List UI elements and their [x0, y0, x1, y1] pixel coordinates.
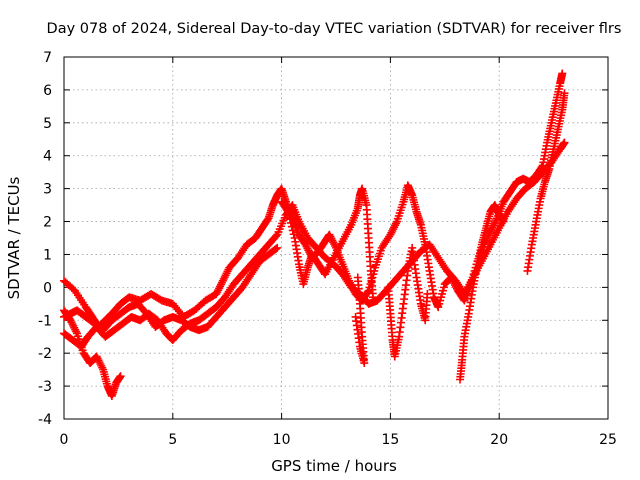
- y-tick-label: 2: [43, 215, 52, 231]
- data-point: [287, 222, 296, 231]
- x-axis-label: GPS time / hours: [271, 457, 397, 475]
- x-tick-label: 5: [168, 432, 177, 448]
- chart-grid: [64, 57, 608, 419]
- y-tick-label: -3: [38, 379, 52, 395]
- y-tick-label: 4: [43, 149, 52, 165]
- x-tick-label: 10: [273, 432, 291, 448]
- data-point: [363, 288, 372, 297]
- x-tick-label: 0: [60, 432, 69, 448]
- data-series-sdtvar: [60, 69, 569, 400]
- x-tick-label: 20: [490, 432, 508, 448]
- data-point: [558, 69, 567, 78]
- data-point: [423, 289, 432, 298]
- data-point: [285, 211, 294, 220]
- data-point: [499, 217, 508, 226]
- chart-title: Day 078 of 2024, Sidereal Day-to-day VTE…: [47, 21, 622, 37]
- data-point: [272, 232, 281, 241]
- data-point: [273, 243, 282, 252]
- data-point: [289, 230, 298, 239]
- data-point: [286, 218, 295, 227]
- data-point: [284, 207, 293, 216]
- y-tick-label: 6: [43, 83, 52, 99]
- x-tick-label: 25: [599, 432, 617, 448]
- y-tick-label: -1: [38, 313, 52, 329]
- y-axis-label: SDTVAR / TECUs: [5, 176, 23, 299]
- data-point: [288, 226, 297, 235]
- data-point: [272, 244, 281, 253]
- y-tick-labels: -4 -3 -2 -1 0 1 2 3 4 5 6 7: [38, 50, 52, 428]
- y-tick-label: 5: [43, 116, 52, 132]
- y-tick-label: -4: [38, 412, 52, 428]
- x-tick-labels: 0 5 10 15 20 25: [60, 432, 617, 448]
- y-tick-label: -2: [38, 346, 52, 362]
- data-point: [283, 206, 292, 215]
- plot-frame: [63, 56, 609, 420]
- y-tick-label: 1: [43, 247, 52, 263]
- data-point: [368, 293, 377, 302]
- y-tick-label: 7: [43, 50, 52, 66]
- axis-ticks: [63, 56, 609, 420]
- data-point: [560, 89, 569, 98]
- y-tick-label: 3: [43, 182, 52, 198]
- data-point: [351, 312, 360, 321]
- data-point: [560, 138, 569, 147]
- y-tick-label: 0: [43, 280, 52, 296]
- data-point: [285, 215, 294, 224]
- x-tick-label: 15: [381, 432, 399, 448]
- data-point: [116, 372, 125, 381]
